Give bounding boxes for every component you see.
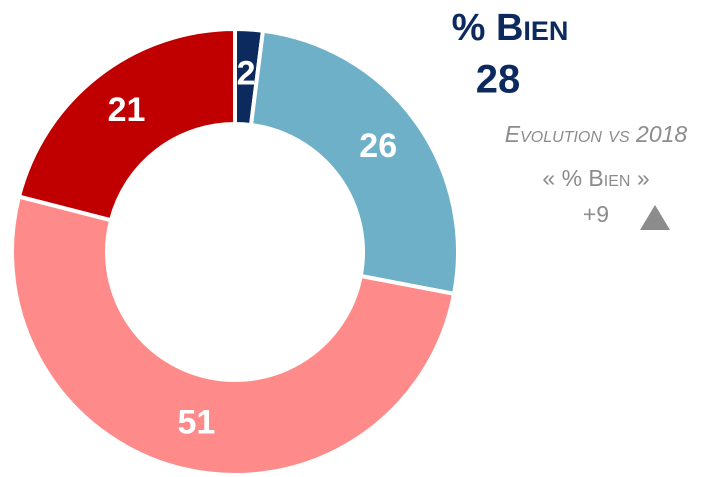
slice [10, 194, 457, 477]
slice [248, 28, 460, 297]
donut [10, 26, 460, 477]
slice [16, 26, 237, 223]
trend-arrow [640, 205, 670, 230]
data-label: 26 [359, 127, 397, 165]
data-label: 2 [237, 54, 256, 92]
data-label: 21 [108, 91, 146, 129]
evolution-metric: « % Bien » [542, 165, 649, 191]
data-labels: 2 26 51 21 [108, 54, 398, 441]
evolution-value: +9 [583, 201, 609, 227]
data-label: 51 [177, 404, 215, 442]
evolution-title: Evolution vs 2018 [505, 121, 688, 147]
kpi-title: % Bien [452, 7, 569, 49]
kpi-value: 28 [476, 58, 521, 102]
